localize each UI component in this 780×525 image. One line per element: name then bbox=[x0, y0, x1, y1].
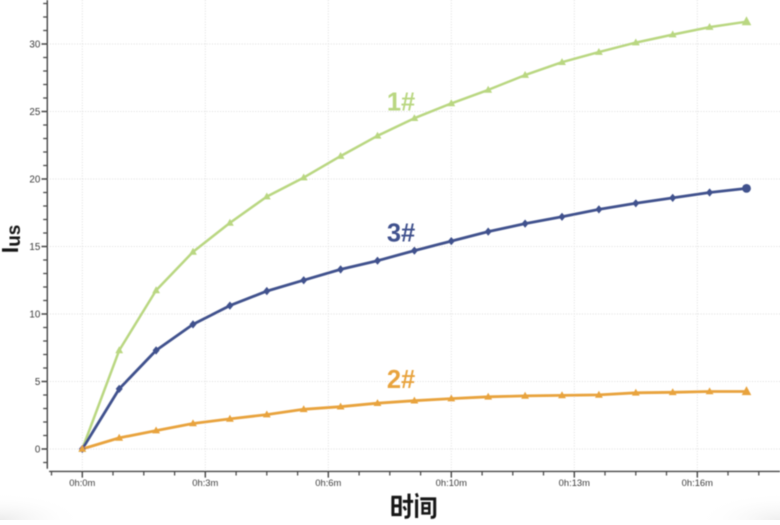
svg-text:3#: 3# bbox=[387, 219, 415, 247]
svg-text:1#: 1# bbox=[387, 88, 415, 116]
svg-text:0: 0 bbox=[35, 445, 41, 456]
svg-text:10: 10 bbox=[29, 310, 40, 321]
svg-text:15: 15 bbox=[29, 242, 40, 253]
svg-text:0h:6m: 0h:6m bbox=[315, 477, 341, 488]
svg-text:25: 25 bbox=[29, 107, 40, 118]
svg-text:30: 30 bbox=[29, 40, 40, 51]
svg-text:0h:10m: 0h:10m bbox=[436, 477, 467, 488]
svg-text:20: 20 bbox=[29, 175, 40, 186]
svg-text:0h:0m: 0h:0m bbox=[69, 477, 95, 488]
svg-text:2#: 2# bbox=[387, 366, 415, 394]
svg-text:0h:16m: 0h:16m bbox=[682, 477, 713, 488]
svg-text:5: 5 bbox=[35, 377, 41, 388]
svg-text:0h:3m: 0h:3m bbox=[192, 477, 218, 488]
svg-text:0h:13m: 0h:13m bbox=[559, 477, 590, 488]
svg-text:Ius: Ius bbox=[0, 225, 25, 254]
